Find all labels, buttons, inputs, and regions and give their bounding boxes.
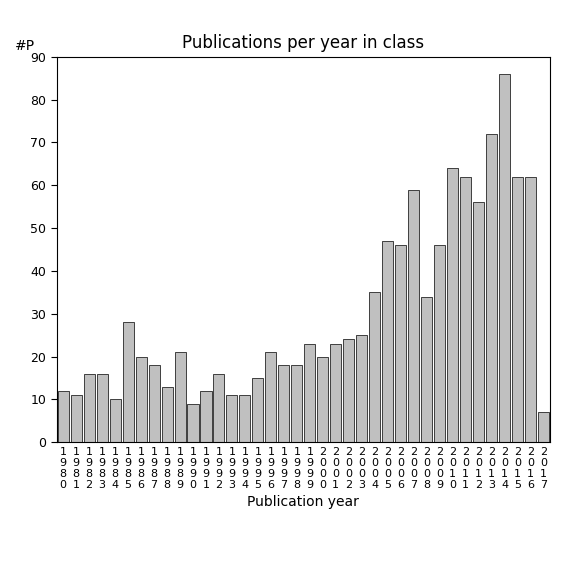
Bar bbox=[525, 177, 536, 442]
Bar bbox=[162, 387, 172, 442]
Bar bbox=[486, 134, 497, 442]
Bar bbox=[538, 412, 549, 442]
Bar bbox=[356, 335, 367, 442]
Bar bbox=[226, 395, 238, 442]
Bar bbox=[278, 365, 289, 442]
Bar bbox=[291, 365, 302, 442]
Bar bbox=[434, 245, 445, 442]
Title: Publications per year in class: Publications per year in class bbox=[182, 35, 425, 52]
Bar bbox=[239, 395, 251, 442]
Bar bbox=[343, 340, 354, 442]
Bar bbox=[122, 322, 134, 442]
Bar bbox=[149, 365, 159, 442]
X-axis label: Publication year: Publication year bbox=[247, 495, 359, 509]
Bar bbox=[109, 399, 121, 442]
Bar bbox=[499, 74, 510, 442]
Bar bbox=[382, 241, 393, 442]
Bar bbox=[96, 374, 108, 442]
Bar bbox=[265, 352, 276, 442]
Bar bbox=[84, 374, 95, 442]
Bar bbox=[188, 404, 198, 442]
Bar bbox=[408, 189, 419, 442]
Text: #P: #P bbox=[15, 39, 35, 53]
Bar bbox=[318, 357, 328, 442]
Bar bbox=[395, 245, 406, 442]
Bar bbox=[421, 297, 432, 442]
Bar bbox=[460, 177, 471, 442]
Bar bbox=[201, 391, 211, 442]
Bar bbox=[331, 344, 341, 442]
Bar bbox=[304, 344, 315, 442]
Bar bbox=[71, 395, 82, 442]
Bar bbox=[213, 374, 225, 442]
Bar bbox=[473, 202, 484, 442]
Bar bbox=[512, 177, 523, 442]
Bar bbox=[252, 378, 264, 442]
Bar bbox=[136, 357, 147, 442]
Bar bbox=[369, 293, 380, 442]
Bar bbox=[447, 168, 458, 442]
Bar bbox=[58, 391, 69, 442]
Bar bbox=[175, 352, 185, 442]
